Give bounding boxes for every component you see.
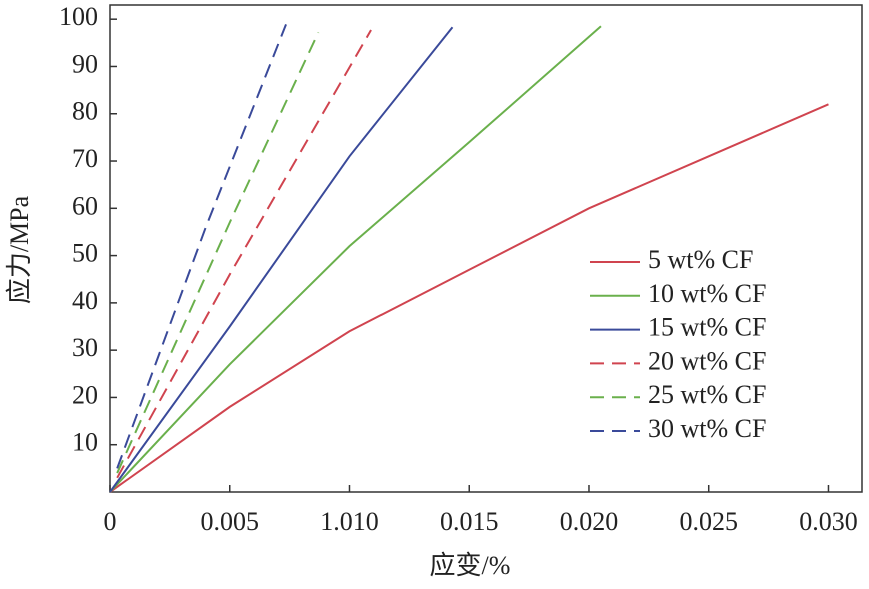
x-tick-label: 0.030	[799, 507, 858, 536]
x-tick-label: 0	[104, 507, 117, 536]
y-tick-label: 60	[72, 191, 98, 220]
series-line	[109, 25, 602, 493]
y-tick-label: 100	[59, 2, 98, 31]
legend-label: 20 wt% CF	[648, 346, 766, 375]
y-tick-label: 20	[72, 380, 98, 409]
x-tick-label: 1.010	[320, 507, 379, 536]
series-line	[116, 29, 372, 479]
y-tick-label: 50	[72, 239, 98, 268]
series-line	[109, 26, 454, 493]
series-line	[109, 103, 829, 493]
y-tick-label: 40	[72, 286, 98, 315]
series-line	[116, 32, 320, 474]
legend-label: 10 wt% CF	[648, 279, 766, 308]
legend-label: 5 wt% CF	[648, 245, 753, 274]
y-tick-label: 80	[72, 97, 98, 126]
y-tick-label: 30	[72, 333, 98, 362]
y-tick-label: 10	[72, 428, 98, 457]
legend-label: 25 wt% CF	[648, 380, 766, 409]
x-axis-label: 应变/%	[430, 551, 511, 580]
x-tick-label: 0.020	[560, 507, 619, 536]
series-line	[116, 24, 287, 469]
plot-frame	[109, 4, 863, 493]
y-axis-label: 应力/MPa	[5, 195, 34, 304]
x-tick-label: 0.015	[440, 507, 499, 536]
y-tick-label: 70	[72, 144, 98, 173]
x-tick-label: 0.005	[200, 507, 259, 536]
x-tick-label: 0.025	[679, 507, 738, 536]
legend-label: 15 wt% CF	[648, 313, 766, 342]
legend-label: 30 wt% CF	[648, 414, 766, 443]
y-tick-label: 90	[72, 49, 98, 78]
